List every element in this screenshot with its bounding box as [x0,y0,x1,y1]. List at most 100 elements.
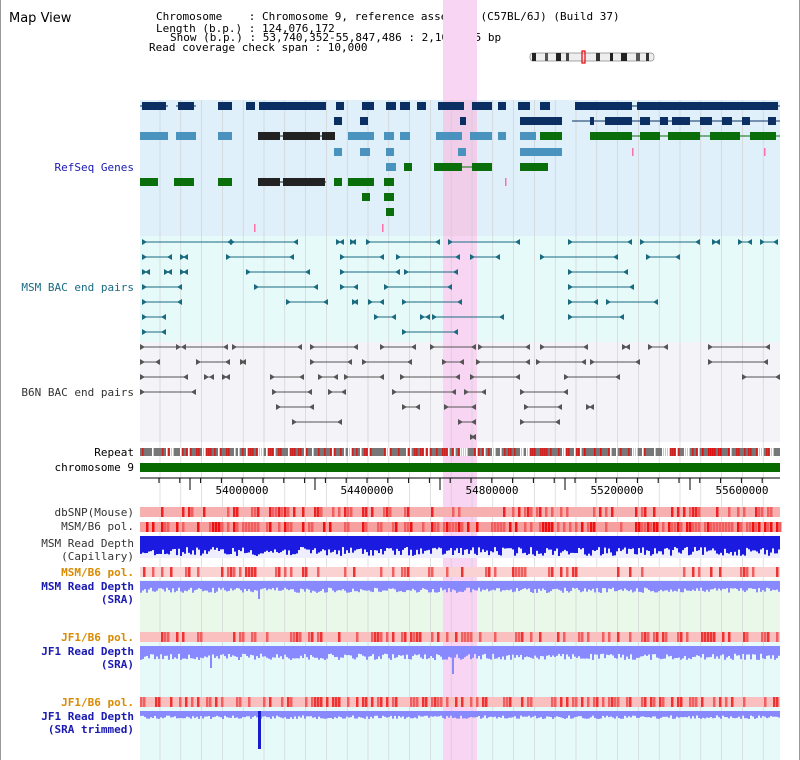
jf1-depth-trimmed-track-bar [588,711,590,719]
msm-depth-sra-track-bar [486,581,488,589]
msm-depth-capillary-track-bar [718,536,720,555]
gene-exon [438,102,464,110]
msm-depth-capillary-track-bar [724,536,726,549]
msm-depth-sra-track-bar [150,581,152,588]
msm-depth-capillary-track-bar [484,536,486,552]
repeat-segment [554,448,556,456]
jf1-b6-pol-track-cell [722,632,725,642]
repeat-segment [466,448,468,456]
jf1-depth-trimmed-track-bar [294,711,296,717]
msm-depth-sra-track-bar [550,581,552,592]
msm-b6-pol-2-track-cell [551,567,554,577]
repeat-segment [746,448,748,456]
track-label-refseq[interactable]: RefSeq Genes [54,161,134,174]
jf1-depth-trimmed-track-bar [748,711,750,719]
jf1-b6-pol-track [140,632,780,642]
jf1-depth-trimmed-track-bar [532,711,534,717]
repeat-segment [340,448,342,456]
bac-end-marker [407,359,412,365]
jf1-depth-sra-track-bar [476,646,478,659]
msm-depth-capillary-track-bar [428,536,430,550]
msm-depth-sra-track-bar [710,581,712,590]
msm-depth-sra-track-bar [288,581,290,591]
msm-depth-capillary-track-bar [264,536,266,552]
msm-depth-sra-track-bar [334,581,336,593]
jf1-depth-trimmed-track-bar [148,711,150,719]
msm-depth-capillary-track-bar [730,536,732,553]
jf1-depth-sra-track-bar [318,646,320,660]
jf1-b6-pol-2-track-cell [611,697,614,707]
jf1-b6-pol-track-cell [200,632,203,642]
jf1-b6-pol-2-track-cell [572,697,575,707]
jf1-b6-pol-2-track-cell [461,697,464,707]
jf1-depth-sra-track-bar [418,646,420,655]
track-label-b6n-bac[interactable]: B6N BAC end pairs [21,386,134,399]
bac-end-marker [341,389,346,395]
repeat-segment [738,448,740,456]
bac-end-marker [478,344,483,350]
msm-depth-capillary-track-bar [680,536,682,554]
jf1-depth-sra-track-bar [164,646,166,656]
jf1-depth-sra-track-bar [382,646,384,655]
jf1-depth-trimmed-track-bar [140,711,142,716]
jf1-depth-sra-track-bar [470,646,472,660]
repeat-segment [278,448,280,456]
bac-end-marker [286,299,291,305]
jf1-depth-trimmed-track-bar [250,711,252,719]
msm-depth-capillary-track-bar [566,536,568,552]
jf1-depth-trimmed-track-bar [772,711,774,717]
jf1-depth-sra-track-bar [362,646,364,656]
jf1-depth-sra-track-bar [380,646,382,659]
jf1-depth-trimmed-track-bar [508,711,510,718]
jf1-depth-trimmed-track-bar [580,711,582,717]
jf1-b6-pol-track-cell [647,632,650,642]
jf1-b6-pol-track-cell [239,632,242,642]
dbsnp-track-cell [671,507,674,517]
jf1-b6-pol-2-track-cell [560,697,563,707]
jf1-depth-sra-track-bar [708,646,710,658]
jf1-depth-trimmed-track-bar [620,711,622,719]
msm-depth-capillary-track-bar [772,536,774,549]
jf1-depth-sra-track-bar [650,646,652,660]
msm-depth-capillary-track-bar [316,536,318,554]
msm-depth-sra-track-bar [204,581,206,591]
bac-end-marker [525,344,530,350]
jf1-depth-sra-track-bar [732,646,734,660]
jf1-depth-trimmed-track-bar [758,711,760,716]
msm-depth-sra-track-bar [730,581,732,589]
msm-depth-sra-track-bar [746,581,748,591]
jf1-b6-pol-track-cell [518,632,521,642]
jf1-depth-trimmed-track-bar [756,711,758,718]
msm-depth-sra-track-bar [176,581,178,591]
jf1-depth-sra-track-bar [160,646,162,655]
repeat-segment [224,448,226,456]
jf1-depth-trimmed-track-bar [154,711,156,716]
jf1-depth-trimmed-track-bar [574,711,576,718]
track-label-msm-depth-sra: MSM Read Depth (SRA) [41,580,134,606]
repeat-segment [656,448,658,456]
bac-end-marker [395,269,400,275]
jf1-depth-trimmed-track-bar [550,711,552,717]
jf1-depth-sra-track-bar [178,646,180,654]
jf1-depth-sra-track-bar [360,646,362,655]
dbsnp-track-cell [182,507,185,517]
msm-depth-capillary-track-bar [156,536,158,555]
msm-b6-pol-2-track-cell [572,567,575,577]
jf1-depth-trimmed-track-bar [378,711,380,719]
msm-depth-capillary-track-bar [654,536,656,549]
jf1-b6-pol-2-track-cell [380,697,383,707]
jf1-depth-trimmed-track-bar [256,711,258,718]
track-label-msm-bac[interactable]: MSM BAC end pairs [21,281,134,294]
jf1-depth-sra-track-bar [628,646,630,659]
repeat-segment [528,448,530,456]
jf1-b6-pol-2-track-cell [614,697,617,707]
jf1-depth-trimmed-track-bar [454,711,456,718]
msm-depth-capillary-track-bar [394,536,396,555]
msm-depth-sra-track-bar [760,581,762,592]
jf1-depth-sra-track-bar [432,646,434,658]
msm-depth-sra-track-bar [188,581,190,590]
jf1-depth-sra-track-bar [330,646,332,654]
bac-end-marker [627,239,632,245]
jf1-depth-sra-track-bar [626,646,628,657]
